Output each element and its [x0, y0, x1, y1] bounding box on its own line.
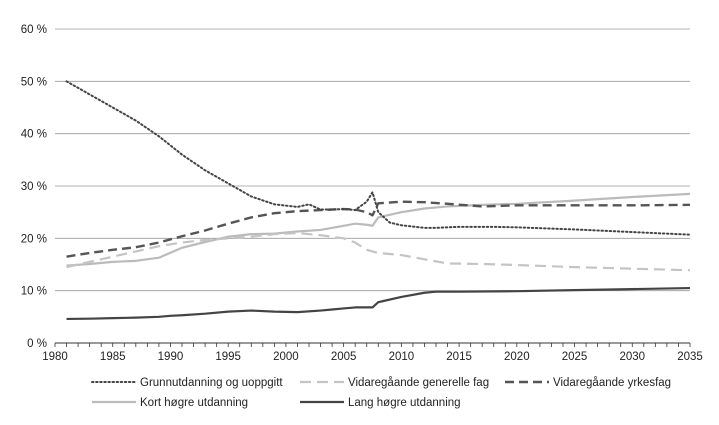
y-axis: 0 % 10 % 20 % 30 % 40 % 50 % 60 %	[21, 24, 47, 350]
x-tick-label: 2030	[619, 351, 645, 363]
legend-label: Grunnutdanning og uoppgitt	[140, 377, 283, 389]
legend-label: Lang høgre utdanning	[348, 397, 461, 409]
series-line-3	[66, 192, 691, 267]
x-tick-label: 2025	[562, 351, 588, 363]
x-tick-label: 1990	[158, 351, 184, 363]
x-tick-label: 2035	[677, 351, 703, 363]
legend: Grunnutdanning og uoppgitt Vidaregåande g…	[91, 377, 671, 409]
x-axis: 1980 1985 1990 1995 2000 2005 2010 2015 2020 2025…	[42, 342, 703, 363]
y-tick-label: 30 %	[21, 181, 47, 193]
y-tick-label: 10 %	[21, 286, 47, 298]
x-tick-label: 2015	[446, 351, 472, 363]
x-tick-label: 2010	[389, 351, 415, 363]
x-tick-label: 1995	[215, 351, 241, 363]
series-line-4	[66, 286, 691, 321]
y-tick-label: 40 %	[21, 129, 47, 141]
legend-label: Kort høgre utdanning	[140, 397, 248, 409]
x-tick-label: 2000	[273, 351, 299, 363]
series-line-1	[66, 232, 691, 272]
x-tick-label: 2005	[331, 351, 357, 363]
legend-item: Grunnutdanning og uoppgitt	[91, 377, 283, 389]
legend-label: Vidaregåande yrkesfag	[553, 377, 671, 389]
legend-item: Kort høgre utdanning	[92, 397, 248, 409]
x-tick-label: 1985	[100, 351, 126, 363]
y-tick-label: 60 %	[21, 24, 47, 36]
y-tick-label: 0 %	[27, 338, 47, 350]
legend-label: Vidaregåande generelle fag	[348, 377, 489, 389]
y-tick-label: 50 %	[21, 76, 47, 88]
series-line-0	[65, 80, 691, 236]
x-tick-label: 2020	[504, 351, 530, 363]
legend-item: Lang høgre utdanning	[300, 397, 461, 409]
series-lines	[65, 80, 691, 321]
legend-item: Vidaregåande generelle fag	[300, 377, 489, 389]
x-tick-label: 1980	[42, 351, 68, 363]
y-tick-label: 20 %	[21, 233, 47, 245]
legend-item: Vidaregåande yrkesfag	[505, 377, 671, 389]
